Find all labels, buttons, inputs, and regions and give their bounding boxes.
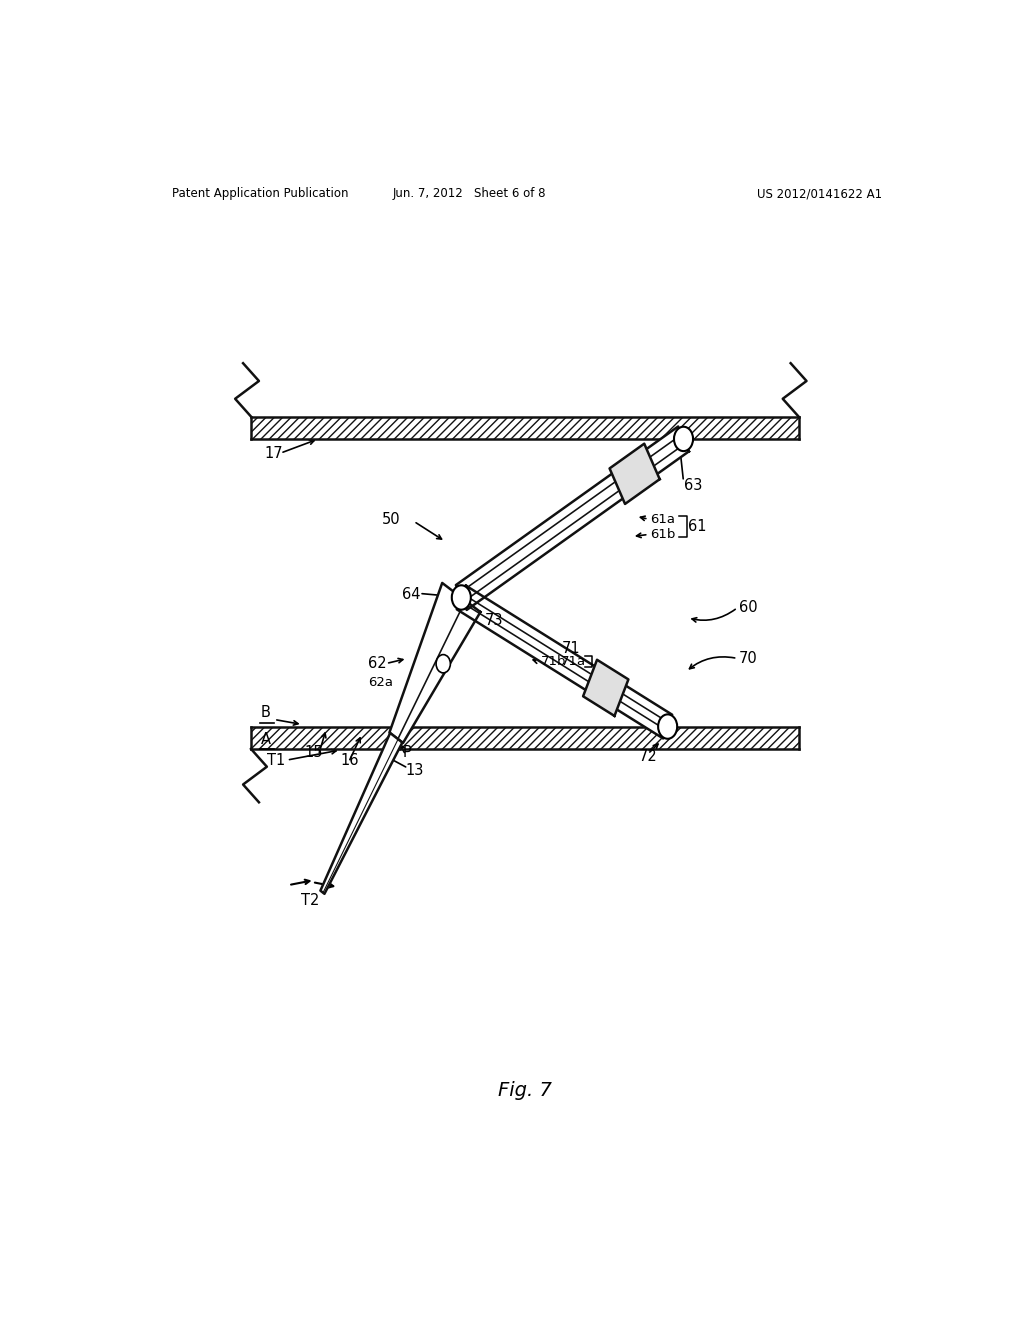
Text: T2: T2 [301, 892, 319, 908]
Text: 61a: 61a [650, 512, 675, 525]
Text: 64: 64 [401, 587, 420, 602]
Text: 72: 72 [638, 748, 657, 763]
Text: 61: 61 [688, 519, 707, 533]
Text: 71a: 71a [560, 655, 586, 668]
Text: 63: 63 [684, 478, 701, 494]
Polygon shape [457, 586, 672, 738]
Circle shape [436, 655, 451, 673]
Circle shape [674, 426, 693, 451]
Text: 61b: 61b [650, 528, 676, 541]
Text: T1: T1 [267, 752, 285, 768]
Text: 16: 16 [341, 752, 359, 768]
Bar [251, 726, 799, 748]
Text: US 2012/0141622 A1: US 2012/0141622 A1 [757, 187, 882, 201]
Text: 62a: 62a [368, 676, 392, 689]
Text: Fig. 7: Fig. 7 [498, 1081, 552, 1100]
Text: 62: 62 [369, 656, 387, 671]
Text: 50: 50 [382, 512, 400, 527]
Bar [251, 417, 799, 440]
Polygon shape [389, 583, 480, 743]
Polygon shape [456, 426, 689, 610]
Text: B: B [260, 705, 270, 721]
Polygon shape [609, 444, 659, 504]
Text: 73: 73 [485, 614, 504, 628]
Polygon shape [321, 733, 402, 894]
Text: 15: 15 [304, 746, 323, 760]
Text: 13: 13 [406, 763, 424, 777]
Polygon shape [583, 660, 629, 715]
Text: 70: 70 [739, 651, 758, 667]
Text: 60: 60 [739, 601, 758, 615]
Text: 71b: 71b [541, 655, 566, 668]
Circle shape [658, 714, 677, 739]
Text: P: P [402, 746, 412, 760]
Text: A: A [260, 731, 270, 747]
Circle shape [452, 585, 471, 610]
Text: 71: 71 [562, 640, 581, 656]
Text: Patent Application Publication: Patent Application Publication [172, 187, 348, 201]
Text: 17: 17 [264, 446, 283, 461]
Text: Jun. 7, 2012   Sheet 6 of 8: Jun. 7, 2012 Sheet 6 of 8 [392, 187, 546, 201]
